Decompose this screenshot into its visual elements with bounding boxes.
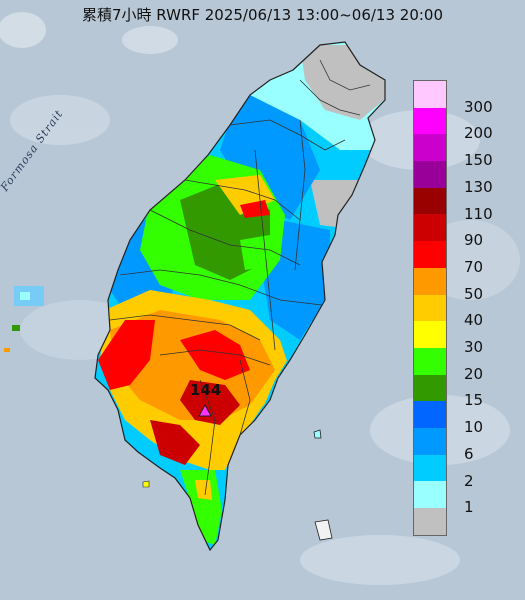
legend-swatch (414, 107, 446, 135)
triangle-marker (198, 403, 212, 417)
legend-label: 200 (464, 124, 493, 143)
legend-swatch (414, 321, 446, 348)
legend-label: 300 (464, 97, 493, 116)
legend-swatch (414, 347, 446, 375)
legend-swatch (414, 187, 446, 215)
peak-rainfall-value: 144 (190, 381, 222, 399)
legend-label: 90 (464, 231, 484, 250)
legend-label: 10 (464, 418, 484, 437)
rainfall-legend-bar (413, 80, 447, 536)
taiwan-coastline (94, 41, 386, 552)
legend-swatch (414, 294, 446, 322)
legend-label: 1 (464, 498, 474, 517)
legend-swatch (414, 161, 446, 188)
legend-label: 6 (464, 444, 474, 463)
legend-swatch (414, 81, 446, 108)
legend-swatch (414, 454, 446, 482)
legend-swatch (414, 508, 446, 535)
legend-label: 150 (464, 151, 493, 170)
green-island (313, 429, 322, 439)
legend-label: 40 (464, 311, 484, 330)
legend-label: 2 (464, 471, 474, 490)
legend-label: 110 (464, 204, 493, 223)
legend-swatch (414, 267, 446, 295)
legend-swatch (414, 427, 446, 455)
legend-label: 15 (464, 391, 484, 410)
legend-swatch (414, 214, 446, 242)
legend-label: 30 (464, 338, 484, 356)
legend-swatch (414, 481, 446, 508)
legend-label: 50 (464, 284, 484, 303)
orchid-island (314, 519, 333, 541)
legend-label: 20 (464, 364, 484, 383)
county-boundaries (109, 59, 371, 496)
map-title: 累積7小時 RWRF 2025/06/13 13:00~06/13 20:00 (81, 6, 444, 24)
legend-label: 70 (464, 257, 484, 276)
liuqiu-island (142, 480, 150, 488)
offshore-rain-patch (4, 286, 44, 352)
legend-swatch (414, 241, 446, 268)
legend-swatch (414, 401, 446, 428)
legend-swatch (414, 134, 446, 162)
legend-swatch (414, 374, 446, 402)
legend-label: 130 (464, 177, 493, 196)
